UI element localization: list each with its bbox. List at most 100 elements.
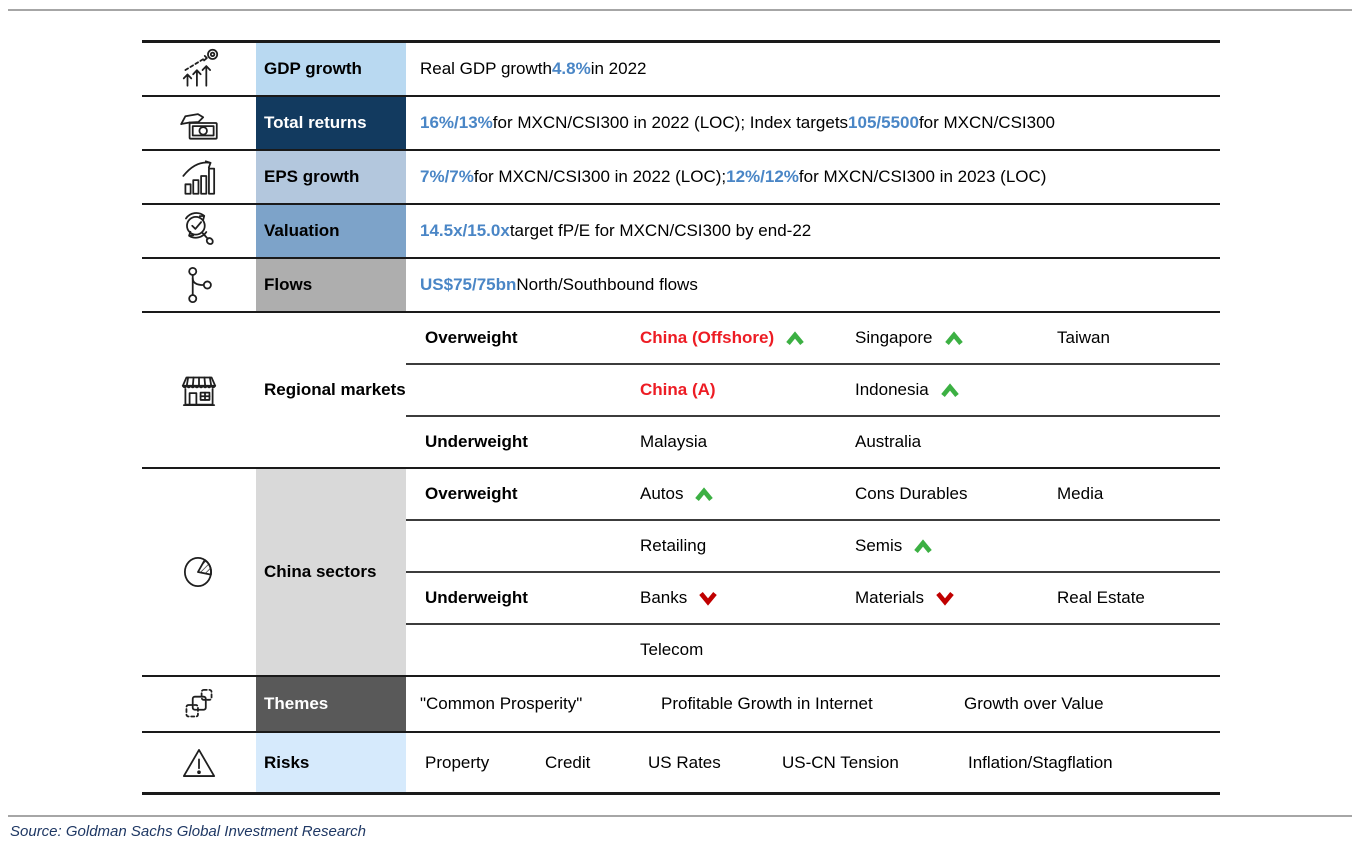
- market-cell: Singapore: [855, 328, 1057, 348]
- sectors-underweight-row-2: Telecom: [406, 625, 1220, 675]
- sector-media: Media: [1057, 484, 1104, 503]
- down-arrow-icon: [699, 591, 718, 606]
- underweight-tag: Underweight: [425, 432, 528, 451]
- rising-bar-chart-icon: [182, 160, 216, 195]
- eps-value-2023: 12%/12%: [726, 167, 799, 186]
- branch-flow-icon: [188, 266, 212, 304]
- sector-cell: Cons Durables: [855, 484, 1057, 504]
- warning-triangle-icon: [182, 748, 216, 777]
- valuation-value: 14.5x/15.0x: [420, 221, 510, 240]
- risk-us-rates: US Rates: [648, 752, 721, 772]
- row-label-gdp-growth: GDP growth: [264, 59, 362, 79]
- sectors-overweight-row-2: Retailing Semis: [406, 521, 1220, 573]
- row-label-risks: Risks: [264, 752, 310, 772]
- risk-inflation-stagflation: Inflation/Stagflation: [968, 752, 1113, 772]
- source-note: Source: Goldman Sachs Global Investment …: [10, 823, 367, 840]
- valuation-text: target fP/E for MXCN/CSI300 by end-22: [509, 221, 812, 240]
- sector-cell: Telecom: [640, 640, 855, 660]
- sector-cell: Materials: [855, 588, 1057, 608]
- row-eps-growth: EPS growth 7%/7% for MXCN/CSI300 in 2022…: [142, 151, 1220, 205]
- market-indonesia: Indonesia: [855, 380, 929, 399]
- pie-chart-icon: [183, 556, 213, 588]
- row-label-flows: Flows: [264, 275, 313, 295]
- up-arrow-icon: [786, 330, 804, 345]
- index-targets-value: 105/5500: [848, 113, 919, 132]
- row-valuation: Valuation 14.5x/15.0x target fP/E for MX…: [142, 205, 1220, 259]
- magnifier-check-icon: [185, 212, 214, 245]
- eps-text: for MXCN/CSI300 in 2022 (LOC);: [473, 167, 727, 186]
- theme-growth-over-value: Growth over Value: [964, 694, 1104, 713]
- market-cell: China (Offshore): [640, 328, 855, 348]
- sectors-underweight-row-1: Underweight Banks Materials Real Estate: [406, 573, 1220, 625]
- market-cell: Indonesia: [855, 380, 1057, 400]
- total-returns-summary: 16%/13% for MXCN/CSI300 in 2022 (LOC); I…: [406, 97, 1220, 149]
- eps-value-2022: 7%/7%: [420, 167, 474, 186]
- returns-text: for MXCN/CSI300 in 2022 (LOC); Index tar…: [492, 113, 849, 132]
- market-china-offshore: China (Offshore): [640, 328, 775, 347]
- market-taiwan: Taiwan: [1057, 328, 1110, 347]
- row-regional-markets: Regional markets Overweight China (Offsh…: [142, 313, 1220, 469]
- regional-overweight-row-1: Overweight China (Offshore) Singapore Ta…: [406, 313, 1220, 365]
- theme-common-prosperity: "Common Prosperity": [420, 694, 583, 713]
- overweight-tag: Overweight: [425, 484, 518, 503]
- flows-text: North/Southbound flows: [516, 275, 698, 294]
- market-china-a: China (A): [640, 380, 716, 399]
- row-china-sectors: China sectors Overweight Autos Cons Dura…: [142, 469, 1220, 677]
- market-malaysia: Malaysia: [640, 432, 708, 451]
- sector-materials: Materials: [855, 588, 924, 607]
- china-sectors-grid: Overweight Autos Cons Durables Media Ret…: [406, 469, 1220, 675]
- regional-overweight-row-2: China (A) Indonesia: [406, 365, 1220, 417]
- up-arrow-icon: [695, 486, 714, 501]
- row-themes: Themes "Common Prosperity" Profitable Gr…: [142, 677, 1220, 733]
- regional-underweight-row: Underweight Malaysia Australia: [406, 417, 1220, 467]
- gdp-growth-target-icon: [182, 48, 219, 87]
- gdp-value: 4.8%: [551, 59, 591, 78]
- up-arrow-icon: [940, 382, 959, 397]
- storefront-icon: [181, 376, 217, 407]
- risk-property: Property: [425, 752, 490, 772]
- row-label-total-returns: Total returns: [264, 113, 367, 133]
- row-risks: Risks Property Credit US Rates US-CN Ten…: [142, 733, 1220, 792]
- theme-profitable-growth-internet: Profitable Growth in Internet: [661, 694, 873, 713]
- row-label-eps-growth: EPS growth: [264, 167, 360, 187]
- bottom-divider-rule: [8, 815, 1352, 817]
- returns-text-suffix: for MXCN/CSI300: [918, 113, 1055, 132]
- flows-summary: US$75/75bn North/Southbound flows: [406, 259, 1220, 311]
- row-label-regional-markets: Regional markets: [264, 380, 406, 400]
- sectors-overweight-row-1: Overweight Autos Cons Durables Media: [406, 469, 1220, 521]
- down-arrow-icon: [936, 591, 954, 606]
- up-arrow-icon: [944, 330, 963, 345]
- flows-value: US$75/75bn: [420, 275, 517, 294]
- row-gdp-growth: GDP growth Real GDP growth 4.8% in 2022: [142, 43, 1220, 97]
- underweight-tag: Underweight: [425, 588, 528, 607]
- market-australia: Australia: [855, 432, 922, 451]
- up-arrow-icon: [914, 538, 933, 553]
- row-label-china-sectors: China sectors: [264, 562, 377, 582]
- money-hand-icon: [180, 113, 218, 140]
- gdp-growth-summary: Real GDP growth 4.8% in 2022: [406, 43, 1220, 95]
- sector-autos: Autos: [640, 484, 684, 503]
- market-cell: Taiwan: [1057, 328, 1220, 348]
- risks-list: Property Credit US Rates US-CN Tension I…: [406, 733, 1220, 792]
- sector-cell: Banks: [640, 588, 855, 608]
- market-cell: China (A): [640, 380, 855, 400]
- sector-cons-durables: Cons Durables: [855, 484, 968, 503]
- row-total-returns: Total returns 16%/13% for MXCN/CSI300 in…: [142, 97, 1220, 151]
- market-cell: Malaysia: [640, 432, 855, 452]
- sector-cell: Real Estate: [1057, 588, 1220, 608]
- row-flows: Flows US$75/75bn North/Southbound flows: [142, 259, 1220, 313]
- regional-markets-grid: Overweight China (Offshore) Singapore Ta…: [406, 313, 1220, 467]
- market-outlook-summary-table: GDP growth Real GDP growth 4.8% in 2022 …: [142, 40, 1220, 795]
- gdp-text: Real GDP growth: [420, 59, 552, 78]
- sector-cell: Autos: [640, 484, 855, 504]
- top-divider-rule: [8, 9, 1352, 11]
- sector-real-estate: Real Estate: [1057, 588, 1145, 607]
- market-singapore: Singapore: [855, 328, 933, 347]
- eps-text-suffix: for MXCN/CSI300 in 2023 (LOC): [798, 167, 1047, 186]
- row-label-themes: Themes: [264, 694, 329, 714]
- risk-us-cn-tension: US-CN Tension: [782, 752, 899, 772]
- returns-value: 16%/13%: [420, 113, 493, 132]
- market-cell: Australia: [855, 432, 1057, 452]
- sector-cell: Media: [1057, 484, 1220, 504]
- sector-banks: Banks: [640, 588, 688, 607]
